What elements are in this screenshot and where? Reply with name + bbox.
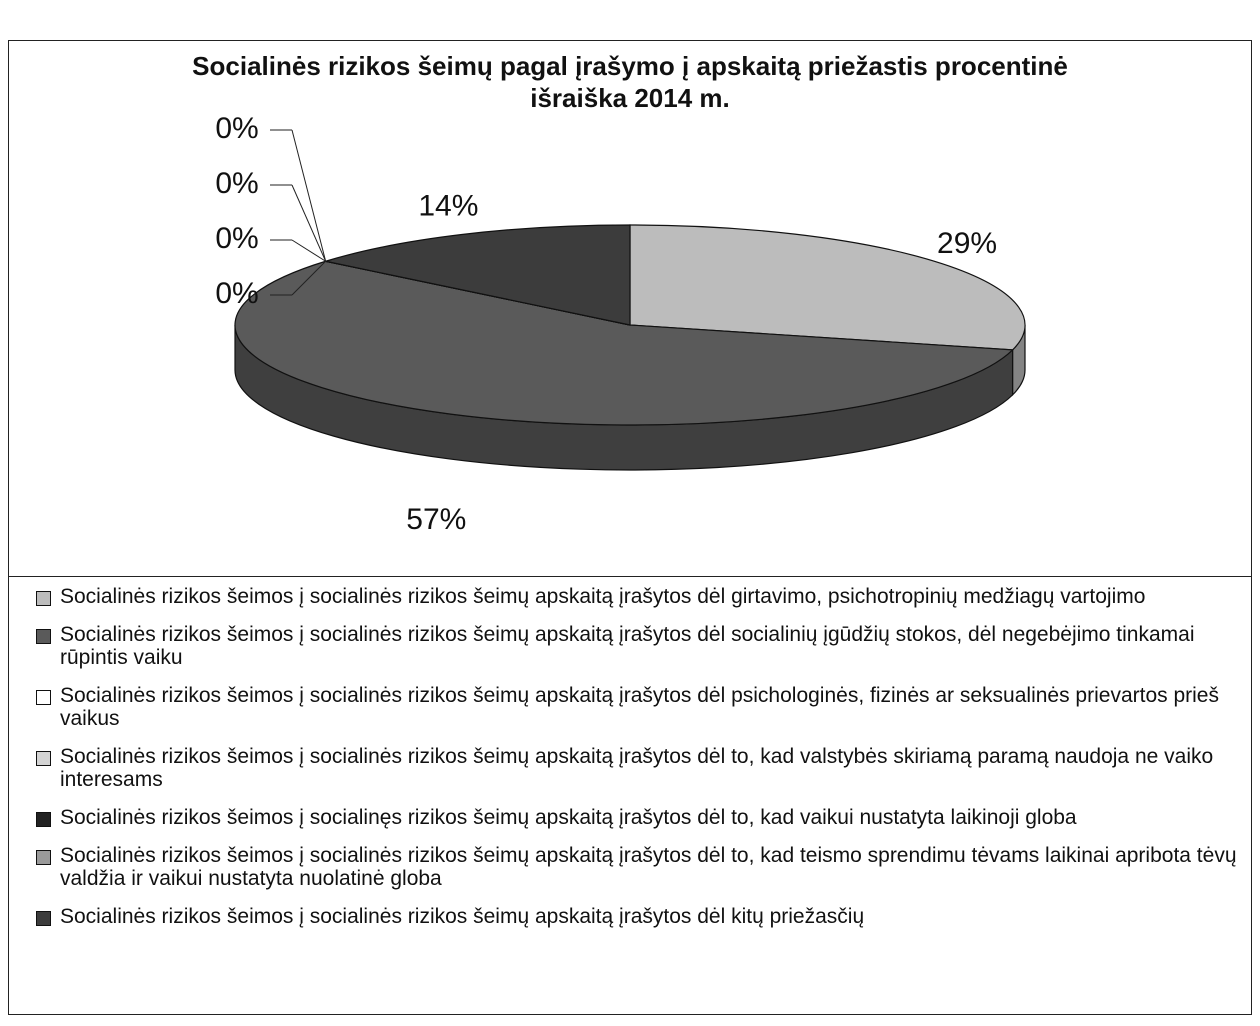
legend-swatch <box>36 629 51 644</box>
data-label: 29% <box>937 227 997 260</box>
legend-swatch <box>36 690 51 705</box>
legend: Socialinės rizikos šeimos į socialinės r… <box>36 585 1246 943</box>
data-label: 0% <box>215 277 258 310</box>
legend-label: Socialinės rizikos šeimos į socialinės r… <box>60 905 865 928</box>
pie-chart: 29% 57% 0% 0% 0% 0% 14% <box>215 112 1026 536</box>
legend-label: Socialinės rizikos šeimos į socialinės r… <box>60 684 1219 730</box>
leader-line <box>291 260 327 296</box>
legend-item: Socialinės rizikos šeimos į socialinės r… <box>36 905 1246 928</box>
legend-item: Socialinės rizikos šeimos į socialinės r… <box>36 844 1246 890</box>
leader-line <box>291 184 327 262</box>
slice <box>234 260 1014 426</box>
data-label: 0% <box>215 112 258 145</box>
legend-item: Socialinės rizikos šeimos į socialinės r… <box>36 585 1246 608</box>
legend-swatch <box>36 751 51 766</box>
slice <box>325 224 631 326</box>
legend-item: Socialinės rizikos šeimos į socialinęs r… <box>36 806 1246 829</box>
slice <box>629 224 1026 351</box>
data-label: 57% <box>406 503 466 536</box>
legend-separator <box>8 576 1252 577</box>
data-label: 14% <box>418 189 478 222</box>
chart-frame <box>8 40 1252 1015</box>
legend-item: Socialinės rizikos šeimos į socialinės r… <box>36 623 1246 669</box>
legend-swatch <box>36 591 51 606</box>
legend-item: Socialinės rizikos šeimos į socialinės r… <box>36 745 1246 791</box>
chart-title: Socialinės rizikos šeimų pagal įrašymo į… <box>192 51 1068 113</box>
legend-swatch <box>36 850 51 865</box>
legend-swatch <box>36 911 51 926</box>
legend-label: Socialinės rizikos šeimos į socialinės r… <box>60 585 1146 608</box>
legend-swatch <box>36 812 51 827</box>
legend-label: Socialinės rizikos šeimos į socialinės r… <box>60 745 1214 791</box>
legend-item: Socialinės rizikos šeimos į socialinės r… <box>36 684 1246 730</box>
leader-line <box>291 239 326 262</box>
legend-label: Socialinės rizikos šeimos į socialinės r… <box>60 844 1237 890</box>
data-label: 0% <box>215 222 258 255</box>
legend-label: Socialinės rizikos šeimos į socialinęs r… <box>60 806 1077 829</box>
data-label: 0% <box>215 167 258 200</box>
legend-label: Socialinės rizikos šeimos į socialinės r… <box>60 623 1195 669</box>
leader-line <box>291 129 327 262</box>
